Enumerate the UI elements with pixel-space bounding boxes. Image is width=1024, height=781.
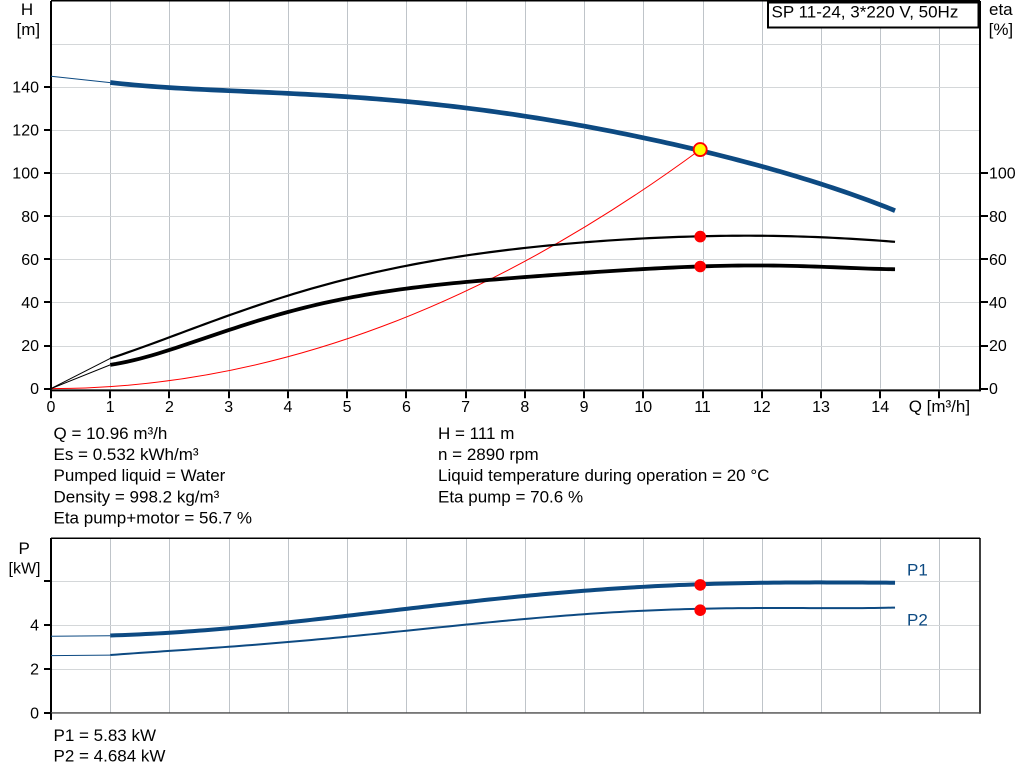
svg-text:3: 3 [224, 399, 233, 416]
svg-text:H = 111 m: H = 111 m [438, 424, 514, 443]
svg-text:2: 2 [30, 662, 39, 679]
svg-text:40: 40 [989, 295, 1007, 312]
svg-text:12: 12 [753, 399, 771, 416]
svg-text:SP 11-24, 3*220 V, 50Hz: SP 11-24, 3*220 V, 50Hz [772, 3, 959, 22]
svg-text:60: 60 [21, 252, 39, 269]
svg-text:Es = 0.532 kWh/m³: Es = 0.532 kWh/m³ [54, 445, 199, 464]
svg-text:80: 80 [989, 209, 1007, 226]
svg-text:[m]: [m] [16, 20, 40, 39]
svg-text:7: 7 [461, 399, 470, 416]
svg-text:2: 2 [165, 399, 174, 416]
svg-text:100: 100 [12, 166, 39, 183]
svg-text:120: 120 [12, 123, 39, 140]
svg-text:8: 8 [520, 399, 529, 416]
svg-text:eta: eta [989, 0, 1013, 19]
svg-text:60: 60 [989, 252, 1007, 269]
svg-text:[%]: [%] [989, 20, 1014, 39]
svg-text:9: 9 [580, 399, 589, 416]
svg-text:6: 6 [402, 399, 411, 416]
svg-text:Liquid temperature during oper: Liquid temperature during operation = 20… [438, 466, 769, 485]
svg-text:140: 140 [12, 80, 39, 97]
svg-text:20: 20 [21, 338, 39, 355]
svg-text:Density = 998.2 kg/m³: Density = 998.2 kg/m³ [54, 487, 220, 506]
svg-text:4: 4 [283, 399, 292, 416]
svg-text:Eta pump = 70.6 %: Eta pump = 70.6 % [438, 487, 583, 506]
svg-text:80: 80 [21, 209, 39, 226]
svg-text:[kW]: [kW] [9, 561, 41, 578]
svg-text:Eta pump+motor = 56.7 %: Eta pump+motor = 56.7 % [54, 509, 252, 528]
svg-text:H: H [21, 0, 33, 19]
svg-text:11: 11 [694, 399, 711, 416]
svg-text:1: 1 [106, 399, 115, 416]
svg-text:0: 0 [30, 706, 39, 723]
svg-text:P2 = 4.684 kW: P2 = 4.684 kW [54, 747, 166, 766]
svg-text:0: 0 [989, 381, 998, 398]
svg-text:20: 20 [989, 338, 1007, 355]
svg-text:P1 = 5.83 kW: P1 = 5.83 kW [54, 726, 157, 745]
svg-text:P1: P1 [907, 561, 928, 580]
svg-text:Q = 10.96 m³/h: Q = 10.96 m³/h [54, 424, 168, 443]
svg-text:13: 13 [812, 399, 830, 416]
svg-text:n = 2890 rpm: n = 2890 rpm [438, 445, 539, 464]
svg-text:100: 100 [989, 166, 1016, 183]
svg-text:4: 4 [30, 618, 39, 635]
svg-text:Q [m³/h]: Q [m³/h] [909, 397, 970, 416]
svg-text:10: 10 [634, 399, 652, 416]
svg-text:0: 0 [30, 381, 39, 398]
svg-text:14: 14 [871, 399, 889, 416]
svg-text:P: P [19, 539, 30, 558]
svg-text:Pumped liquid = Water: Pumped liquid = Water [54, 466, 226, 485]
svg-text:P2: P2 [907, 611, 928, 630]
svg-text:40: 40 [21, 295, 39, 312]
svg-text:0: 0 [47, 399, 56, 416]
svg-text:5: 5 [343, 399, 352, 416]
